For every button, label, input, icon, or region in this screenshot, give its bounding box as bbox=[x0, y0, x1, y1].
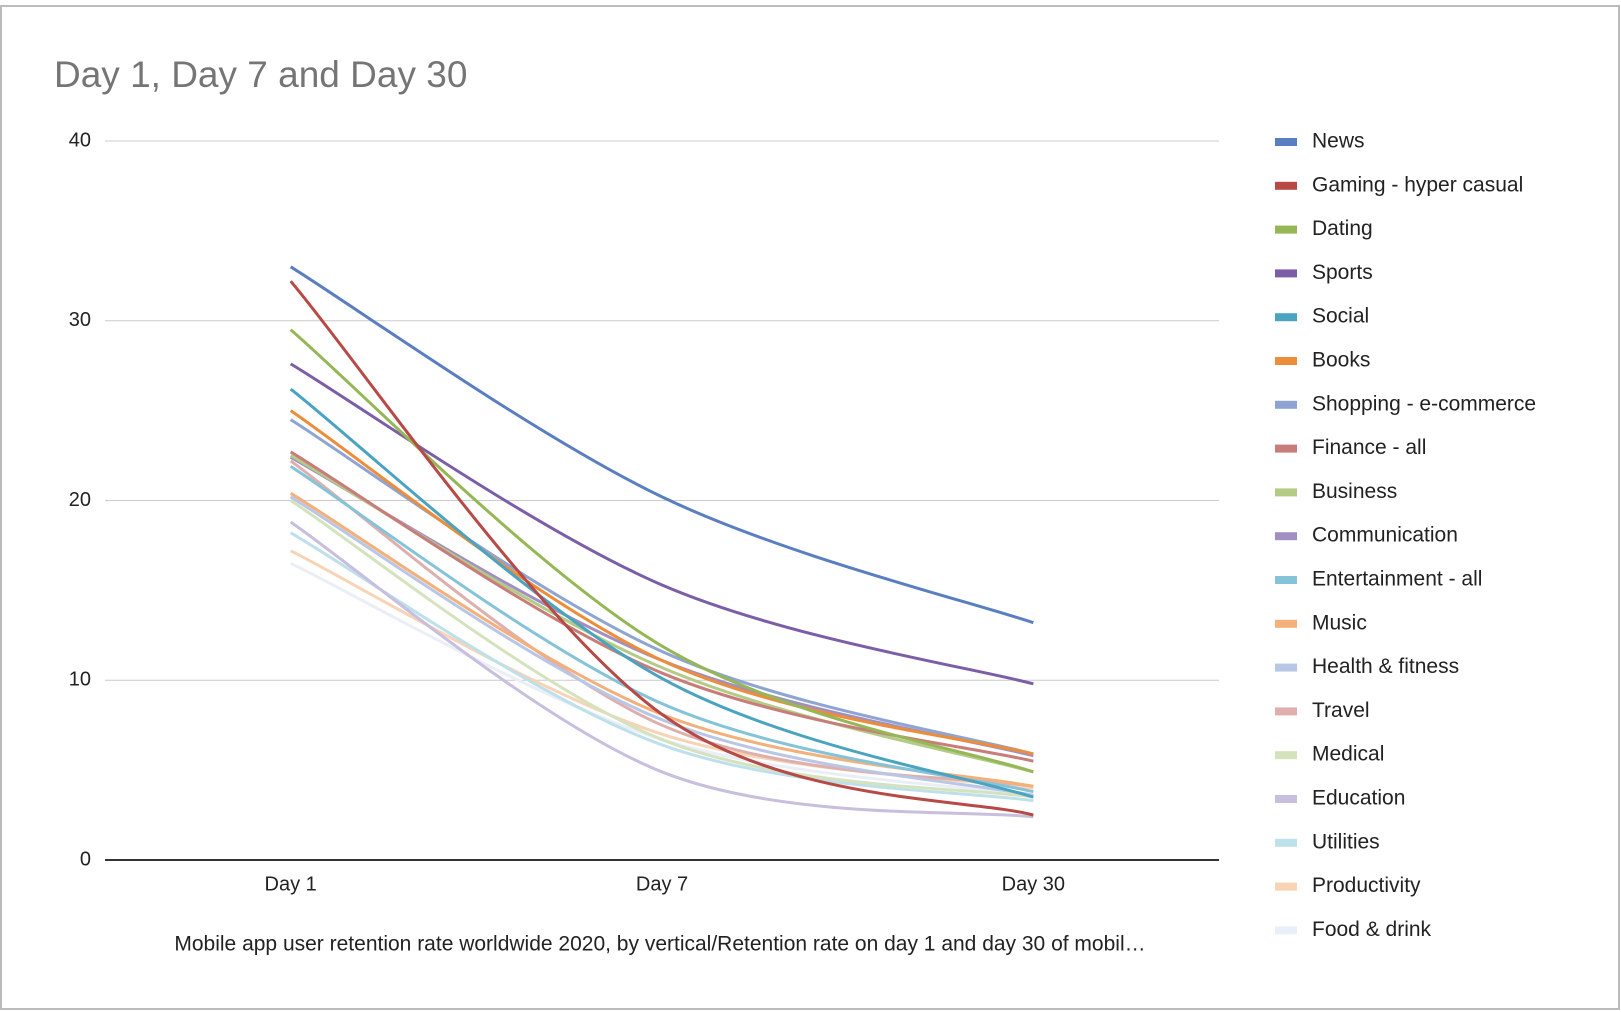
x-tick-label: Day 30 bbox=[1002, 873, 1065, 895]
legend-label: Business bbox=[1312, 480, 1397, 503]
legend-label: Food & drink bbox=[1312, 918, 1432, 941]
legend-swatch bbox=[1275, 138, 1297, 146]
legend-swatch bbox=[1275, 181, 1297, 190]
series-line bbox=[289, 465, 1034, 794]
y-tick-label: 20 bbox=[69, 489, 91, 511]
legend-label: Travel bbox=[1312, 699, 1370, 722]
legend-label: Entertainment - all bbox=[1312, 568, 1482, 591]
legend-swatch bbox=[1275, 882, 1297, 891]
y-tick-label: 0 bbox=[80, 848, 91, 870]
legend-swatch bbox=[1275, 926, 1297, 935]
legend-swatch bbox=[1275, 751, 1297, 760]
legend-swatch bbox=[1275, 444, 1297, 453]
series-line bbox=[289, 387, 1034, 799]
legend-swatch bbox=[1275, 619, 1297, 628]
legend-swatch bbox=[1275, 707, 1297, 716]
legend-swatch bbox=[1275, 313, 1297, 322]
series-line bbox=[289, 280, 1034, 817]
legend-label: Gaming - hyper casual bbox=[1312, 173, 1523, 196]
legend-label: Dating bbox=[1312, 217, 1373, 240]
legend-label: Utilities bbox=[1312, 830, 1380, 853]
y-tick-label: 10 bbox=[69, 669, 91, 691]
series-line bbox=[289, 459, 1034, 788]
legend-label: Communication bbox=[1312, 524, 1458, 547]
legend-swatch bbox=[1275, 838, 1297, 847]
series-line bbox=[289, 499, 1034, 799]
legend-swatch bbox=[1275, 532, 1297, 541]
legend-label: Health & fitness bbox=[1312, 655, 1459, 678]
series-line bbox=[289, 409, 1034, 756]
legend-swatch bbox=[1275, 576, 1297, 584]
series-line bbox=[289, 418, 1034, 756]
series-line bbox=[289, 450, 1034, 763]
legend-swatch bbox=[1275, 488, 1297, 497]
x-tick-label: Day 7 bbox=[636, 873, 688, 895]
series-line bbox=[289, 265, 1034, 625]
frame bbox=[0, 5, 1620, 1010]
legend-label: Social bbox=[1312, 305, 1369, 328]
legend-label: Finance - all bbox=[1312, 436, 1426, 459]
y-tick-label: 40 bbox=[69, 129, 91, 151]
legend-label: Sports bbox=[1312, 261, 1373, 284]
legend-label: News bbox=[1312, 130, 1365, 153]
legend-swatch bbox=[1275, 269, 1297, 278]
legend-label: Medical bbox=[1312, 743, 1384, 766]
series-line bbox=[289, 362, 1034, 686]
x-tick-label: Day 1 bbox=[265, 873, 317, 895]
chart-title: Day 1, Day 7 and Day 30 bbox=[54, 54, 467, 95]
legend-swatch bbox=[1275, 225, 1297, 234]
legend-label: Productivity bbox=[1312, 874, 1421, 897]
x-axis-title: Mobile app user retention rate worldwide… bbox=[174, 933, 1145, 956]
legend-swatch bbox=[1275, 400, 1297, 409]
series-line bbox=[289, 520, 1034, 819]
y-tick-label: 30 bbox=[69, 309, 91, 331]
series-line bbox=[289, 328, 1034, 774]
legend-label: Shopping - e-commerce bbox=[1312, 392, 1536, 415]
legend-label: Music bbox=[1312, 611, 1367, 634]
legend-label: Education bbox=[1312, 787, 1405, 810]
legend-swatch bbox=[1275, 357, 1297, 365]
legend-swatch bbox=[1275, 795, 1297, 803]
legend-swatch bbox=[1275, 663, 1297, 672]
legend-label: Books bbox=[1312, 349, 1370, 372]
series-line bbox=[289, 495, 1034, 797]
